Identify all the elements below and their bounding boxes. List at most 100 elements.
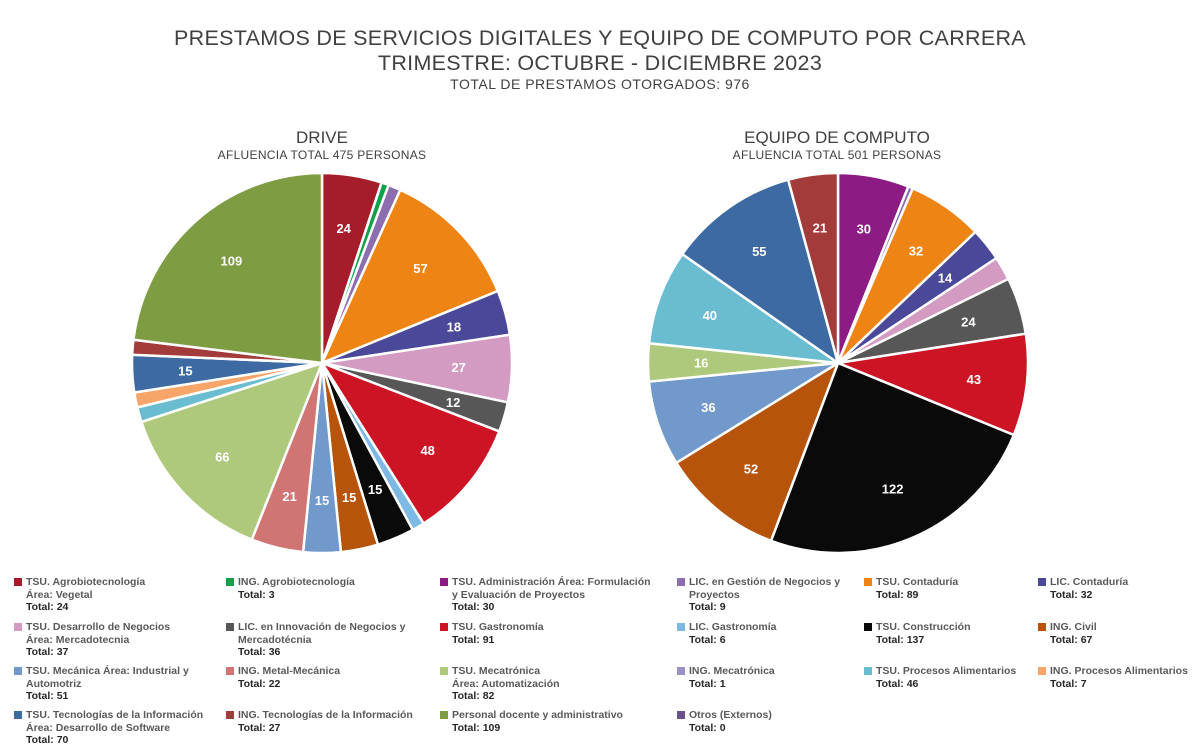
legend-swatch [440,667,448,675]
legend-total: Total: 36 [238,646,281,658]
legend-swatch [1038,667,1046,675]
equipment-pie: 30 32 14 24 43 122 52 36 16 40 55 21 [646,171,1030,555]
drive-pie-title: DRIVE [296,128,348,147]
drive-pie: 24 57 18 27 12 48 15 15 15 21 66 15 109 [130,171,514,555]
legend-item: ING. Metal-Mecánica Total: 22 [226,665,341,690]
legend-swatch [226,667,234,675]
total-loans-text: TOTAL DE PRESTAMOS OTORGADOS: 976 [450,76,750,92]
legend-total: Total: 89 [876,588,919,601]
legend-total: Total: 37 [26,646,69,658]
drive-pie-data-label-13: 66 [215,450,229,465]
legend-label: TSU. Agrobiotecnología Área: Vegetal [26,576,146,601]
legend-swatch [864,623,872,631]
equipment-pie-data-label-12: 55 [752,244,766,259]
legend-item: TSU. Procesos Alimentarios Total: 46 [864,665,1017,690]
legend-item: ING. Procesos Alimentarios Total: 7 [1038,665,1188,690]
equipment-pie-data-label-6: 43 [967,372,981,387]
legend-swatch [864,578,872,586]
legend-item: Personal docente y administrativo Total: … [440,709,623,734]
equipment-pie-data-label-9: 36 [701,400,715,415]
legend-swatch [14,578,22,586]
legend-item: TSU. Gastronomía Total: 91 [440,621,544,646]
equipment-pie-data-label-2: 32 [909,244,923,259]
legend-label: TSU. Administración Área: Formulación y … [452,576,651,601]
drive-pie-slice-18 [132,171,324,365]
legend-label: ING. Civil [1050,621,1097,633]
legend-total: Total: 9 [689,601,726,613]
legend-item: LIC. en Gestión de Negocios y Proyectos T… [677,576,841,614]
legend-item: ING. Tecnologías de la Información Total:… [226,709,413,734]
equipment-pie-title-block: EQUIPO DE COMPUTO AFLUENCIA TOTAL 501 PE… [637,128,1037,162]
drive-pie-data-label-0: 24 [336,221,351,236]
legend-swatch [864,667,872,675]
drive-pie-data-label-12: 21 [282,489,296,504]
equipment-pie-slice-12 [681,178,840,365]
legend-total: Total: 46 [876,677,919,690]
legend-total: Total: 0 [689,721,726,734]
drive-pie-subtitle: AFLUENCIA TOTAL 475 PERSONAS [217,148,427,162]
legend-swatch [440,711,448,719]
legend-label: Otros (Externos) [689,709,772,721]
equipment-pie-data-label-10: 16 [694,356,708,371]
equipment-pie-data-label-13: 21 [813,220,827,235]
legend-total: Total: 32 [1050,588,1093,601]
legend-total: Total: 51 [26,690,69,702]
legend-label: ING. Mecatrónica [689,665,775,677]
legend-swatch [14,667,22,675]
drive-pie-title-block: DRIVE AFLUENCIA TOTAL 475 PERSONAS [122,128,522,162]
legend-total: Total: 70 [26,734,69,746]
legend-label: TSU. Mecánica Área: Industrial y Automot… [26,665,189,690]
equipment-pie-data-label-5: 24 [961,315,976,330]
legend-label: TSU. Contaduría [876,576,959,588]
legend-item: TSU. Agrobiotecnología Área: Vegetal Tota… [14,576,146,614]
equipment-pie-data-label-11: 40 [703,308,717,323]
legend-item: ING. Mecatrónica Total: 1 [677,665,775,690]
legend-label: ING. Metal-Mecánica [238,665,341,677]
legend-item: TSU. Desarrollo de Negocios Área: Mercad… [14,621,170,659]
equipment-pie-subtitle: AFLUENCIA TOTAL 501 PERSONAS [732,148,942,162]
legend-total: Total: 3 [238,588,275,601]
legend-swatch [1038,578,1046,586]
drive-pie-data-label-6: 12 [446,395,460,410]
main-subtitle: TRIMESTRE: OCTUBRE - DICIEMBRE 2023 [377,51,823,75]
drive-pie-data-label-9: 15 [368,482,382,497]
legend-swatch [440,623,448,631]
legend-item: TSU. Mecatrónica Área: Automatización Tot… [440,665,560,703]
legend-item: Otros (Externos) Total: 0 [677,709,772,734]
legend-item: TSU. Mecánica Área: Industrial y Automot… [14,665,189,703]
legend-item: ING. Agrobiotecnología Total: 3 [226,576,355,601]
legend-swatch [226,623,234,631]
drive-pie-data-label-7: 48 [420,443,434,458]
legend-item: TSU. Contaduría Total: 89 [864,576,959,601]
legend-label: ING. Tecnologías de la Información [238,709,413,721]
legend-item: LIC. Gastronomía Total: 6 [677,621,777,646]
legend-swatch [677,623,685,631]
legend-label: TSU. Mecatrónica Área: Automatización [452,665,560,690]
legend-swatch [677,667,685,675]
equipment-pie-slice-6 [836,332,1030,437]
equipment-pie-data-label-7: 122 [882,481,904,496]
legend-total: Total: 1 [689,677,726,690]
drive-pie-slice-13 [140,361,324,541]
legend-label: TSU. Construcción [876,621,971,633]
legend-item: TSU. Administración Área: Formulación y … [440,576,651,614]
equipment-pie-slice-11 [647,252,840,365]
legend-label: TSU. Procesos Alimentarios [876,665,1017,677]
legend-swatch [14,623,22,631]
drive-pie-data-label-11: 15 [315,493,329,508]
equipment-pie-title: EQUIPO DE COMPUTO [744,128,930,147]
drive-pie-data-label-4: 18 [447,320,461,335]
legend-total: Total: 30 [452,601,495,613]
chart-titles: PRESTAMOS DE SERVICIOS DIGITALES Y EQUIP… [0,26,1200,92]
legend-item: TSU. Construcción Total: 137 [864,621,971,646]
drive-pie-data-label-16: 15 [178,364,192,379]
main-title: PRESTAMOS DE SERVICIOS DIGITALES Y EQUIP… [174,26,1026,50]
legend-label: LIC. en Gestión de Negocios y Proyectos [689,576,841,601]
legend-label: TSU. Gastronomía [452,621,544,633]
drive-pie-slice-3 [320,188,500,365]
legend-swatch [1038,623,1046,631]
equipment-pie-slice-7 [769,361,1016,555]
legend-label: LIC. en Innovación de Negocios y Mercado… [238,621,406,646]
equipment-pie-data-label-0: 30 [857,222,871,237]
